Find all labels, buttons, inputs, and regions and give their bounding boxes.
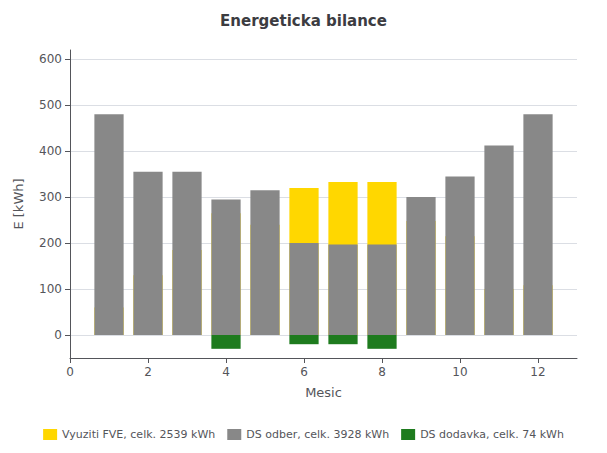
svg-text:10: 10 (452, 365, 467, 379)
svg-text:Vyuziti FVE, celk. 2539 kWh: Vyuziti FVE, celk. 2539 kWh (62, 428, 215, 441)
svg-text:2: 2 (144, 365, 152, 379)
svg-text:DS odber, celk. 3928 kWh: DS odber, celk. 3928 kWh (246, 428, 389, 441)
svg-text:300: 300 (39, 190, 62, 204)
svg-text:100: 100 (39, 282, 62, 296)
svg-text:12: 12 (530, 365, 545, 379)
svg-text:6: 6 (300, 365, 308, 379)
svg-text:Mesic: Mesic (305, 385, 342, 400)
svg-text:400: 400 (39, 144, 62, 158)
svg-text:4: 4 (222, 365, 230, 379)
svg-text:DS dodavka, celk. 74 kWh: DS dodavka, celk. 74 kWh (420, 428, 564, 441)
svg-text:8: 8 (378, 365, 386, 379)
svg-text:500: 500 (39, 98, 62, 112)
svg-text:E [kWh]: E [kWh] (11, 178, 26, 229)
svg-text:600: 600 (39, 52, 62, 66)
svg-text:200: 200 (39, 236, 62, 250)
svg-text:0: 0 (54, 328, 62, 342)
svg-text:Energeticka bilance: Energeticka bilance (220, 12, 387, 30)
svg-text:0: 0 (66, 365, 74, 379)
